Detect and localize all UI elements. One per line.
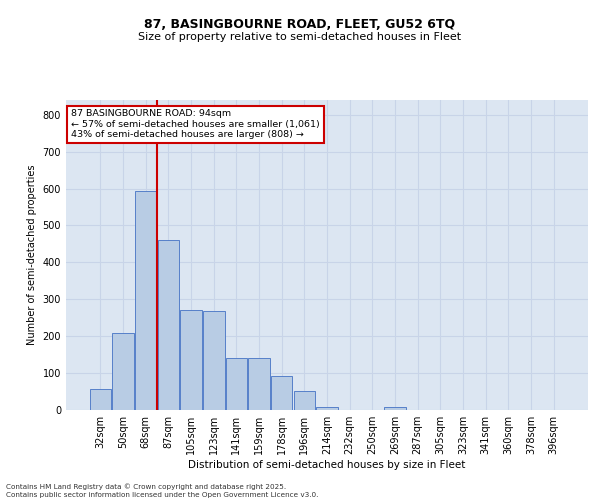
Bar bbox=[271, 376, 292, 410]
Text: 87, BASINGBOURNE ROAD, FLEET, GU52 6TQ: 87, BASINGBOURNE ROAD, FLEET, GU52 6TQ bbox=[145, 18, 455, 30]
Bar bbox=[248, 358, 270, 410]
Bar bbox=[203, 311, 224, 410]
Bar bbox=[181, 310, 202, 410]
Bar bbox=[158, 240, 179, 410]
Text: 87 BASINGBOURNE ROAD: 94sqm
← 57% of semi-detached houses are smaller (1,061)
43: 87 BASINGBOURNE ROAD: 94sqm ← 57% of sem… bbox=[71, 110, 320, 139]
Text: Contains HM Land Registry data © Crown copyright and database right 2025.
Contai: Contains HM Land Registry data © Crown c… bbox=[6, 484, 319, 498]
Text: Size of property relative to semi-detached houses in Fleet: Size of property relative to semi-detach… bbox=[139, 32, 461, 42]
Bar bbox=[112, 333, 134, 410]
Bar bbox=[293, 391, 315, 410]
Bar bbox=[90, 389, 111, 410]
Bar bbox=[226, 358, 247, 410]
Bar bbox=[384, 406, 406, 410]
Y-axis label: Number of semi-detached properties: Number of semi-detached properties bbox=[27, 165, 37, 345]
Bar bbox=[316, 406, 338, 410]
X-axis label: Distribution of semi-detached houses by size in Fleet: Distribution of semi-detached houses by … bbox=[188, 460, 466, 470]
Bar bbox=[135, 191, 157, 410]
